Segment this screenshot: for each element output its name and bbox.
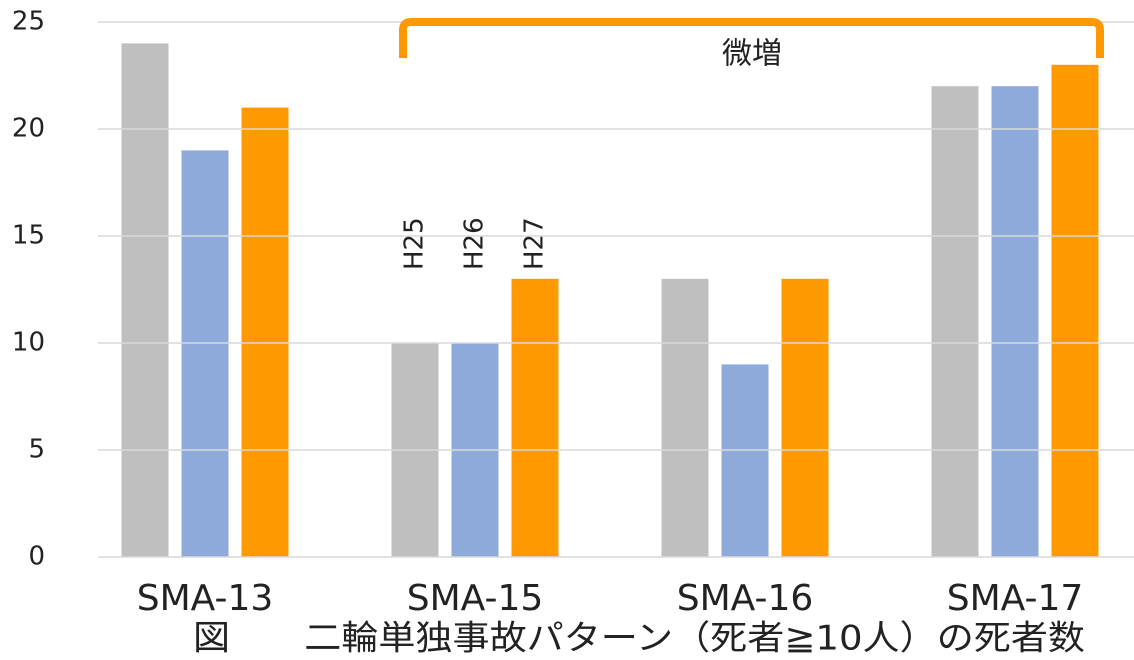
y-tick-label: 15 [12,221,45,251]
y-tick-label: 20 [12,114,45,144]
legend-label: H26 [460,217,490,270]
y-tick-label: 5 [28,435,45,465]
bar [511,278,559,557]
bracket [399,18,1104,58]
x-tick-label: SMA-17 [947,578,1084,619]
bar [121,43,169,557]
y-tick-label: 25 [12,7,45,37]
bar [181,150,229,557]
legend-label: H25 [400,217,430,270]
bar [661,278,709,557]
bar [991,86,1039,557]
caption: 図 二輪単独事故パターン（死者≧10人）の死者数 [193,619,1085,659]
x-tick-label: SMA-16 [677,578,814,619]
legend-label: H27 [520,217,550,270]
x-tick-label: SMA-13 [137,578,274,619]
bar [721,364,769,557]
bar [241,107,289,557]
bar [931,86,979,557]
bar [781,278,829,557]
annotation: 微増 [722,37,782,72]
x-tick-label: SMA-15 [407,578,544,619]
bar [1051,64,1099,558]
y-tick-label: 0 [28,542,45,572]
y-tick-label: 10 [12,328,45,358]
